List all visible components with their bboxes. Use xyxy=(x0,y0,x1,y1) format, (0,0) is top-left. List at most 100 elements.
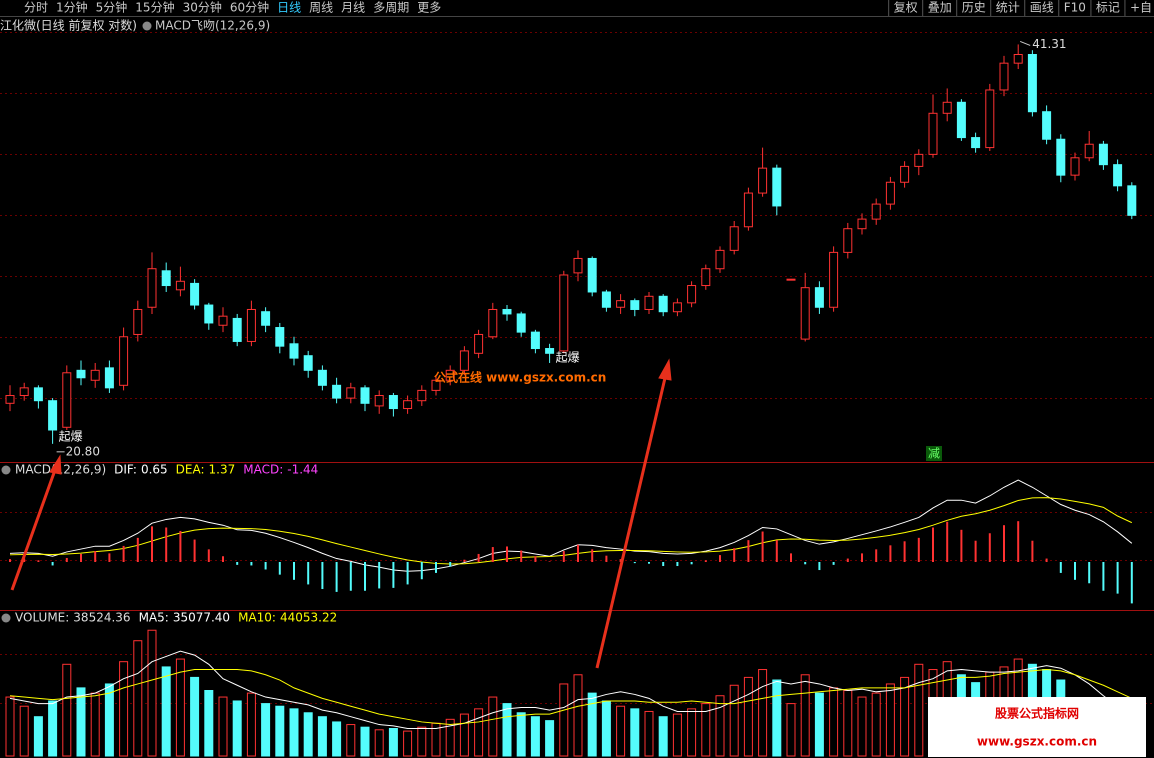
legend-value: 1.37 xyxy=(209,463,236,477)
period-tab[interactable]: 1分钟 xyxy=(56,0,88,15)
indicator-icon xyxy=(142,21,152,31)
tool-button[interactable]: 标记 xyxy=(1096,1,1120,15)
legend-value: 38524.36 xyxy=(73,611,130,625)
candle-body xyxy=(843,228,853,253)
candle-body xyxy=(289,343,299,359)
candle-body xyxy=(559,274,569,352)
moving-average-line xyxy=(9,669,1133,726)
candle-body xyxy=(90,369,100,381)
candle-body xyxy=(1070,157,1080,176)
period-tab[interactable]: 日线 xyxy=(277,1,301,15)
candle-body xyxy=(928,112,938,155)
volume-bar xyxy=(417,726,427,757)
candle-body xyxy=(332,384,342,399)
volume-bar xyxy=(62,663,72,757)
volume-bar xyxy=(19,705,29,757)
candle-body xyxy=(104,367,114,389)
candle-body xyxy=(261,311,271,326)
candle-body xyxy=(431,379,441,391)
volume-bar xyxy=(687,708,697,757)
tool-button[interactable]: 画线 xyxy=(1030,1,1054,15)
volume-bar xyxy=(445,718,455,757)
tool-button[interactable]: +自 xyxy=(1130,1,1152,15)
candle-body xyxy=(417,389,427,402)
volume-bar xyxy=(829,687,839,757)
candle-body xyxy=(871,203,881,220)
tool-button[interactable]: 历史 xyxy=(962,1,986,15)
candle-body xyxy=(360,387,370,404)
candle-body xyxy=(601,291,611,308)
candle-body xyxy=(346,387,356,399)
volume-bar xyxy=(5,696,15,757)
candle-body xyxy=(545,348,555,354)
volume-bar xyxy=(701,703,711,757)
volume-bar xyxy=(900,676,910,757)
candle-body xyxy=(19,387,29,397)
volume-bar xyxy=(374,729,384,757)
low-price-label: 20.80 xyxy=(66,444,100,458)
candle-body xyxy=(488,308,498,338)
period-tab[interactable]: 周线 xyxy=(309,1,333,15)
volume-bar xyxy=(90,692,100,757)
volume-bar xyxy=(672,713,682,757)
candle-body xyxy=(232,317,242,342)
legend-value: 35077.40 xyxy=(173,611,230,625)
candle-body xyxy=(715,249,725,270)
volume-bar xyxy=(573,674,583,757)
indicator-icon xyxy=(1,613,11,623)
period-tab[interactable]: 60分钟 xyxy=(230,0,269,15)
period-tab[interactable]: 分时 xyxy=(24,1,48,15)
period-tab[interactable]: 5分钟 xyxy=(96,0,128,15)
legend-value: 0.65 xyxy=(141,463,168,477)
tool-button[interactable]: 复权 xyxy=(894,1,918,15)
period-tab[interactable]: 更多 xyxy=(417,1,441,15)
volume-bar xyxy=(289,708,299,757)
candle-body xyxy=(985,89,995,149)
candle-body xyxy=(5,395,15,404)
candle-body xyxy=(1113,164,1123,187)
volume-bar xyxy=(658,716,668,757)
volume-bar xyxy=(630,708,640,757)
volume-bar xyxy=(147,629,157,757)
candle-body xyxy=(1098,143,1108,166)
candle-body xyxy=(857,218,867,230)
candle-body xyxy=(829,251,839,308)
volume-bar xyxy=(715,695,725,757)
candle-body xyxy=(516,313,526,333)
volume-bar xyxy=(33,716,43,757)
candle-body xyxy=(971,137,981,149)
tool-button[interactable]: 叠加 xyxy=(928,1,952,15)
candle-body xyxy=(701,268,711,287)
volume-bar xyxy=(388,727,398,757)
candle-body xyxy=(573,257,583,274)
signal-box xyxy=(926,446,942,461)
period-tab[interactable]: 月线 xyxy=(341,1,365,15)
panel-frame xyxy=(0,16,1154,611)
period-tab[interactable]: 15分钟 xyxy=(135,0,174,15)
candle-body xyxy=(743,192,753,228)
candle-body xyxy=(48,400,58,431)
tool-button[interactable]: F10 xyxy=(1064,1,1086,15)
candle-body xyxy=(374,395,384,407)
candle-body xyxy=(1013,54,1023,64)
volume-bar xyxy=(488,696,498,757)
candle-body xyxy=(62,372,72,428)
corner-watermark-box xyxy=(928,697,1146,757)
period-tab[interactable]: 多周期 xyxy=(373,1,409,15)
candle-body xyxy=(403,400,413,410)
volume-bar xyxy=(175,658,185,757)
high-price-label: 41.31 xyxy=(1032,37,1066,51)
period-tab[interactable]: 30分钟 xyxy=(183,0,222,15)
volume-bar xyxy=(502,703,512,757)
candle-body xyxy=(658,295,668,313)
candle-body xyxy=(33,387,43,402)
volume-bar xyxy=(758,669,768,757)
candle-body xyxy=(459,350,469,371)
candle-body xyxy=(900,165,910,183)
candle-body xyxy=(388,395,398,410)
indicator-icon xyxy=(1,465,11,475)
volume-bar xyxy=(729,684,739,757)
volume-bar xyxy=(587,692,597,757)
tool-button[interactable]: 统计 xyxy=(996,1,1020,15)
